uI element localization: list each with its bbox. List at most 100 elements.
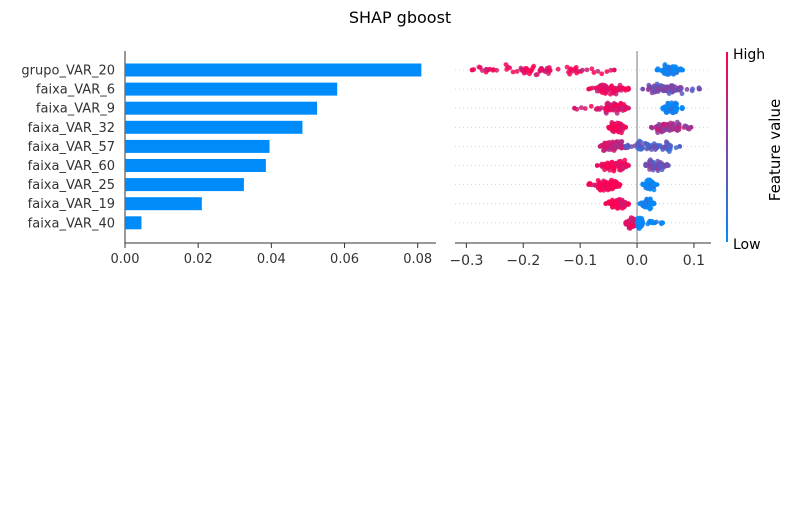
- colorbar-gradient: [726, 52, 728, 242]
- colorbar: High Low Feature value: [726, 47, 784, 253]
- shap-point: [607, 101, 613, 107]
- shap-point: [637, 226, 642, 232]
- shap-point: [619, 105, 625, 111]
- shap-point: [609, 160, 614, 165]
- shap-point: [578, 105, 584, 111]
- shap-point: [505, 64, 511, 70]
- shap-point: [469, 67, 475, 73]
- shap-point: [660, 220, 666, 226]
- shap-point: [603, 110, 609, 116]
- beeswarm-panel: −0.3 −0.2 −0.1 0.0 0.1: [449, 51, 711, 269]
- shap-point: [618, 202, 624, 208]
- shap-point: [628, 217, 634, 222]
- shap-point: [590, 85, 595, 91]
- feature-label: faixa_VAR_32: [28, 121, 115, 136]
- shap-point: [582, 106, 588, 111]
- bar-faixa_VAR_9: [125, 101, 318, 115]
- swarm-row-faixa_VAR_6: [586, 81, 703, 97]
- swarm-row-faixa_VAR_19: [603, 196, 657, 212]
- bar-faixa_VAR_6: [125, 82, 338, 96]
- shap-point: [564, 64, 570, 70]
- feature-label: faixa_VAR_60: [28, 159, 115, 174]
- shap-point: [679, 91, 685, 97]
- shap-point: [610, 87, 616, 93]
- shap-point: [567, 71, 573, 77]
- shap-point: [649, 219, 655, 224]
- bar-x-tick-label: 0.06: [330, 252, 359, 267]
- shap-point: [626, 105, 631, 111]
- bar-faixa_VAR_57: [125, 139, 270, 153]
- shap-point: [617, 182, 623, 188]
- shap-point: [594, 88, 600, 94]
- shap-point: [667, 106, 672, 112]
- shap-point: [599, 82, 605, 88]
- swarm-row-grupo_VAR_20: [469, 62, 685, 78]
- shap-point: [611, 67, 617, 73]
- shap-point: [588, 103, 594, 109]
- shap-point: [680, 67, 685, 73]
- shap-point: [519, 68, 525, 73]
- bar-panel: grupo_VAR_20 faixa_VAR_6 faixa_VAR_9 faixa_…: [21, 51, 436, 267]
- bar-faixa_VAR_25: [125, 178, 244, 192]
- shap-point: [626, 86, 631, 92]
- shap-point: [622, 157, 628, 163]
- swarm-x-tick-label: −0.3: [449, 253, 483, 269]
- shap-point: [597, 180, 603, 185]
- shap-point: [658, 83, 664, 88]
- shap-point: [648, 181, 653, 187]
- shap-point: [634, 220, 640, 226]
- swarm-x-tick-label: 0.1: [683, 253, 705, 269]
- shap-point: [617, 86, 623, 92]
- swarm-row-faixa_VAR_9: [572, 100, 685, 116]
- shap-point: [648, 196, 653, 202]
- shap-point: [599, 71, 605, 77]
- shap-point: [674, 119, 680, 125]
- bar-x-tick-label: 0.08: [403, 252, 432, 267]
- shap-point: [597, 183, 603, 189]
- shap-point: [604, 69, 610, 75]
- shap-point: [648, 124, 654, 130]
- shap-point: [616, 159, 622, 164]
- swarm-x-tick-label: 0.0: [626, 253, 648, 269]
- shap-point: [644, 182, 649, 188]
- shap-point: [605, 186, 611, 191]
- shap-point: [678, 86, 684, 92]
- shap-point: [666, 65, 672, 71]
- shap-point: [670, 123, 676, 129]
- shap-point: [626, 163, 631, 168]
- feature-label: faixa_VAR_9: [36, 102, 115, 117]
- shap-point: [655, 166, 661, 172]
- shap-point: [514, 68, 520, 74]
- shap-point: [645, 142, 651, 148]
- shap-point: [661, 88, 666, 94]
- shap-point: [661, 144, 667, 150]
- bar-faixa_VAR_40: [125, 216, 142, 230]
- shap-point: [645, 87, 651, 93]
- shap-point: [666, 144, 672, 150]
- shap-point: [595, 68, 601, 74]
- shap-point: [666, 127, 671, 132]
- feature-label: faixa_VAR_25: [28, 178, 115, 193]
- shap-point: [623, 144, 629, 149]
- shap-point: [589, 66, 595, 72]
- shap-point: [674, 106, 680, 111]
- shap-point: [651, 143, 657, 149]
- shap-point: [654, 81, 660, 87]
- swarm-row-faixa_VAR_60: [594, 157, 671, 174]
- shap-point: [690, 86, 695, 92]
- shap-point: [483, 66, 489, 72]
- shap-point: [586, 86, 592, 92]
- shap-point: [611, 165, 617, 171]
- shap-point: [636, 146, 642, 152]
- colorbar-low-label: Low: [733, 237, 761, 253]
- shap-point: [638, 219, 644, 225]
- shap-point: [637, 201, 643, 207]
- shap-point: [594, 163, 600, 168]
- shap-point: [598, 105, 604, 111]
- shap-point: [527, 71, 532, 77]
- swarm-x-tick-label: −0.2: [506, 253, 540, 269]
- shap-point: [574, 70, 580, 76]
- shap-point: [661, 71, 667, 76]
